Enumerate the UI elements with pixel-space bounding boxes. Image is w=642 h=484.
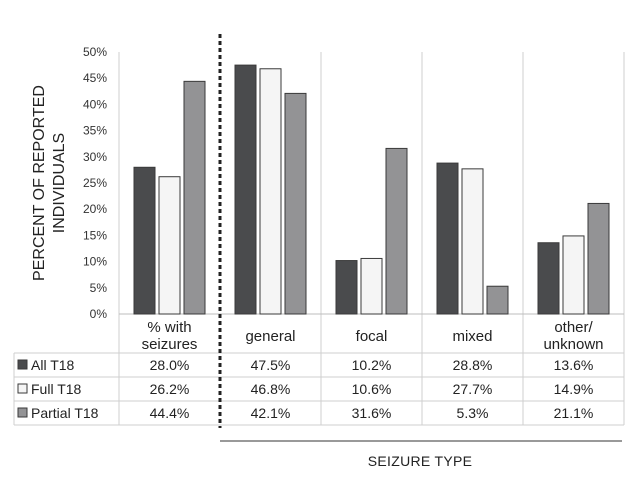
data-label: 21.1% [554, 405, 594, 421]
bar-all-t18 [436, 162, 459, 315]
category-label: unknown [543, 336, 603, 353]
bar-partial-t18 [183, 80, 206, 315]
legend-label: All T18 [31, 357, 75, 373]
bar-full-t18 [360, 257, 383, 315]
y-tick-label: 10% [83, 255, 107, 269]
category-label: seizures [142, 336, 198, 353]
x-axis-title: SEIZURE TYPE [368, 453, 472, 469]
bar-full-t18 [158, 176, 181, 315]
y-tick-label: 45% [83, 71, 107, 85]
category-label: focal [356, 328, 388, 345]
bar-partial-t18 [284, 92, 307, 315]
y-tick-label: 30% [83, 150, 107, 164]
data-label: 27.7% [453, 381, 493, 397]
data-label: 28.8% [453, 357, 493, 373]
data-label: 47.5% [251, 357, 291, 373]
y-tick-label: 20% [83, 202, 107, 216]
legend-swatch [17, 359, 28, 370]
bar-all-t18 [133, 166, 156, 315]
data-label: 26.2% [150, 381, 190, 397]
legend-label: Full T18 [31, 381, 82, 397]
category-label: % with [147, 319, 191, 336]
data-label: 42.1% [251, 405, 291, 421]
category-label: general [245, 328, 295, 345]
data-label: 10.2% [352, 357, 392, 373]
y-tick-label: 5% [90, 281, 108, 295]
category-label: other/ [554, 319, 593, 336]
y-axis-title: PERCENT OF REPORTED [31, 85, 48, 281]
data-label: 13.6% [554, 357, 594, 373]
y-tick-label: 50% [83, 45, 107, 59]
y-tick-label: 40% [83, 97, 107, 111]
bar-all-t18 [234, 64, 257, 315]
y-axis-title: INDIVIDUALS [51, 133, 68, 233]
y-tick-label: 0% [90, 307, 108, 321]
bar-full-t18 [259, 68, 282, 315]
legend-label: Partial T18 [31, 405, 99, 421]
bar-full-t18 [461, 168, 484, 315]
data-label: 31.6% [352, 405, 392, 421]
data-label: 44.4% [150, 405, 190, 421]
legend-swatch [17, 383, 28, 394]
legend-swatch [17, 407, 28, 418]
data-label: 46.8% [251, 381, 291, 397]
data-label: 14.9% [554, 381, 594, 397]
y-tick-label: 25% [83, 176, 107, 190]
bar-full-t18 [562, 235, 585, 315]
y-tick-label: 35% [83, 124, 107, 138]
bar-partial-t18 [486, 285, 509, 315]
data-label: 10.6% [352, 381, 392, 397]
bar-all-t18 [537, 242, 560, 315]
y-tick-label: 15% [83, 228, 107, 242]
bar-all-t18 [335, 260, 358, 315]
bar-partial-t18 [385, 147, 408, 315]
bar-partial-t18 [587, 202, 610, 315]
data-label: 28.0% [150, 357, 190, 373]
data-label: 5.3% [457, 405, 489, 421]
category-label: mixed [452, 328, 492, 345]
